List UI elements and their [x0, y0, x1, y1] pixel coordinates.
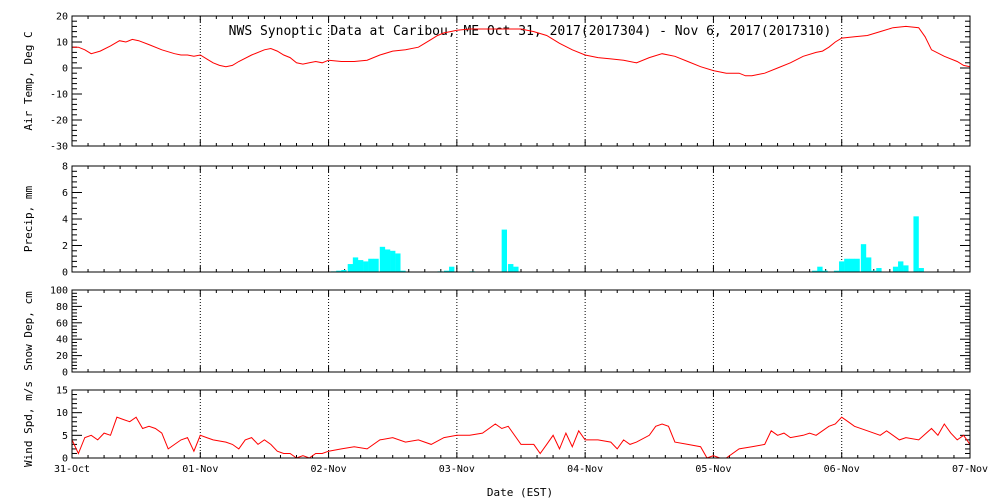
- panel-2: 0 2 4 6 8 Precip, mm: [22, 162, 971, 279]
- y-tick-label: 8: [62, 162, 68, 173]
- x-tick-label: 06-Nov: [824, 464, 860, 475]
- x-tick-label: 05-Nov: [695, 464, 731, 475]
- y-tick-label: 20: [56, 12, 68, 23]
- precip-bar: [390, 250, 396, 272]
- y-tick-label: 0: [62, 64, 68, 75]
- y-tick-label: 100: [50, 286, 68, 297]
- panel-1: -30 -20 -10 0 10 20 Air Temp, Deg C: [22, 12, 971, 153]
- y-tick-label: 80: [56, 302, 68, 313]
- precip-bar: [898, 261, 904, 272]
- precip-bar: [844, 258, 850, 272]
- y-tick-label: -10: [50, 90, 68, 101]
- y-tick-label: 2: [62, 241, 68, 252]
- y-tick-label: 4: [62, 215, 68, 226]
- x-tick-label: 04-Nov: [567, 464, 603, 475]
- chart-title: NWS Synoptic Data at Caribou, ME Oct 31,…: [229, 24, 832, 39]
- precip-bar: [400, 270, 406, 272]
- y-tick-label: 0: [62, 454, 68, 465]
- series-line: [71, 416, 971, 459]
- precip-bar: [854, 258, 860, 272]
- y-tick-label: 10: [56, 408, 68, 419]
- precip-bar: [384, 249, 391, 272]
- precip-bar: [357, 260, 364, 272]
- y-axis-label: Precip, mm: [22, 186, 35, 253]
- precip-bar: [508, 264, 514, 272]
- x-tick-label: 31-Oct: [54, 464, 90, 475]
- precip-bar: [443, 270, 450, 272]
- precip-bar: [513, 266, 519, 272]
- y-axis-label: Snow Dep, cm: [22, 291, 35, 371]
- precip-bar: [449, 266, 455, 272]
- y-tick-label: 10: [56, 38, 68, 49]
- x-tick-label: 03-Nov: [439, 464, 475, 475]
- precip-bar: [918, 268, 924, 272]
- y-axis-label: Air Temp, Deg C: [22, 31, 35, 130]
- precip-bar: [379, 246, 386, 272]
- y-tick-label: 0: [62, 268, 68, 279]
- panel-3: 0 20 40 60 80 100 Snow Dep, cm: [22, 286, 971, 379]
- precip-bar: [913, 216, 919, 272]
- precip-bar: [871, 270, 877, 272]
- precip-bar: [347, 264, 354, 272]
- precip-bar: [395, 253, 401, 272]
- y-tick-label: 60: [56, 318, 68, 329]
- precip-bar: [341, 270, 347, 272]
- precip-bar: [817, 266, 823, 272]
- precip-bar: [903, 265, 909, 272]
- y-tick-label: -30: [50, 142, 68, 153]
- y-tick-label: 5: [62, 431, 68, 442]
- precip-bar: [892, 266, 899, 272]
- precip-bar: [363, 261, 369, 272]
- y-tick-label: 6: [62, 188, 68, 199]
- precip-bar: [501, 229, 507, 272]
- y-tick-label: 40: [56, 335, 68, 346]
- series-line: [72, 25, 971, 77]
- y-tick-label: 15: [56, 386, 68, 397]
- y-tick-label: 20: [56, 351, 68, 362]
- precip-bar: [373, 258, 379, 272]
- y-tick-label: -20: [50, 116, 68, 127]
- precip-bar: [368, 258, 374, 272]
- precip-bar: [352, 257, 359, 272]
- panel-frame: [71, 389, 971, 459]
- x-tick-label: 02-Nov: [311, 464, 347, 475]
- x-tick-labels: 31-Oct 01-Nov 02-Nov 03-Nov 04-Nov 05-Nov 06-N…: [54, 464, 988, 475]
- panel-4: 0 5 10 15 Wind Spd, m/s: [22, 381, 971, 467]
- precip-bar: [812, 270, 818, 272]
- panel-frame: [71, 289, 971, 373]
- panels: -30 -20 -10 0 10 20 Air Temp, Deg C 0 2 4 6 8 Precip…: [22, 12, 971, 467]
- precip-bar: [849, 258, 855, 272]
- y-tick-label: 0: [62, 368, 68, 379]
- y-axis-label: Wind Spd, m/s: [22, 381, 35, 467]
- panel-frame: [71, 165, 971, 273]
- precip-bar: [833, 270, 840, 272]
- precip-bar: [336, 270, 342, 272]
- x-axis-label: Date (EST): [487, 486, 553, 499]
- precip-bar: [865, 257, 872, 272]
- x-tick-label: 01-Nov: [182, 464, 218, 475]
- precip-bar: [860, 244, 867, 272]
- precip-bar: [822, 270, 828, 272]
- precip-bar: [839, 261, 845, 272]
- precip-bar: [876, 268, 882, 272]
- panel-frame: [71, 15, 971, 147]
- x-tick-label: 07-Nov: [952, 464, 988, 475]
